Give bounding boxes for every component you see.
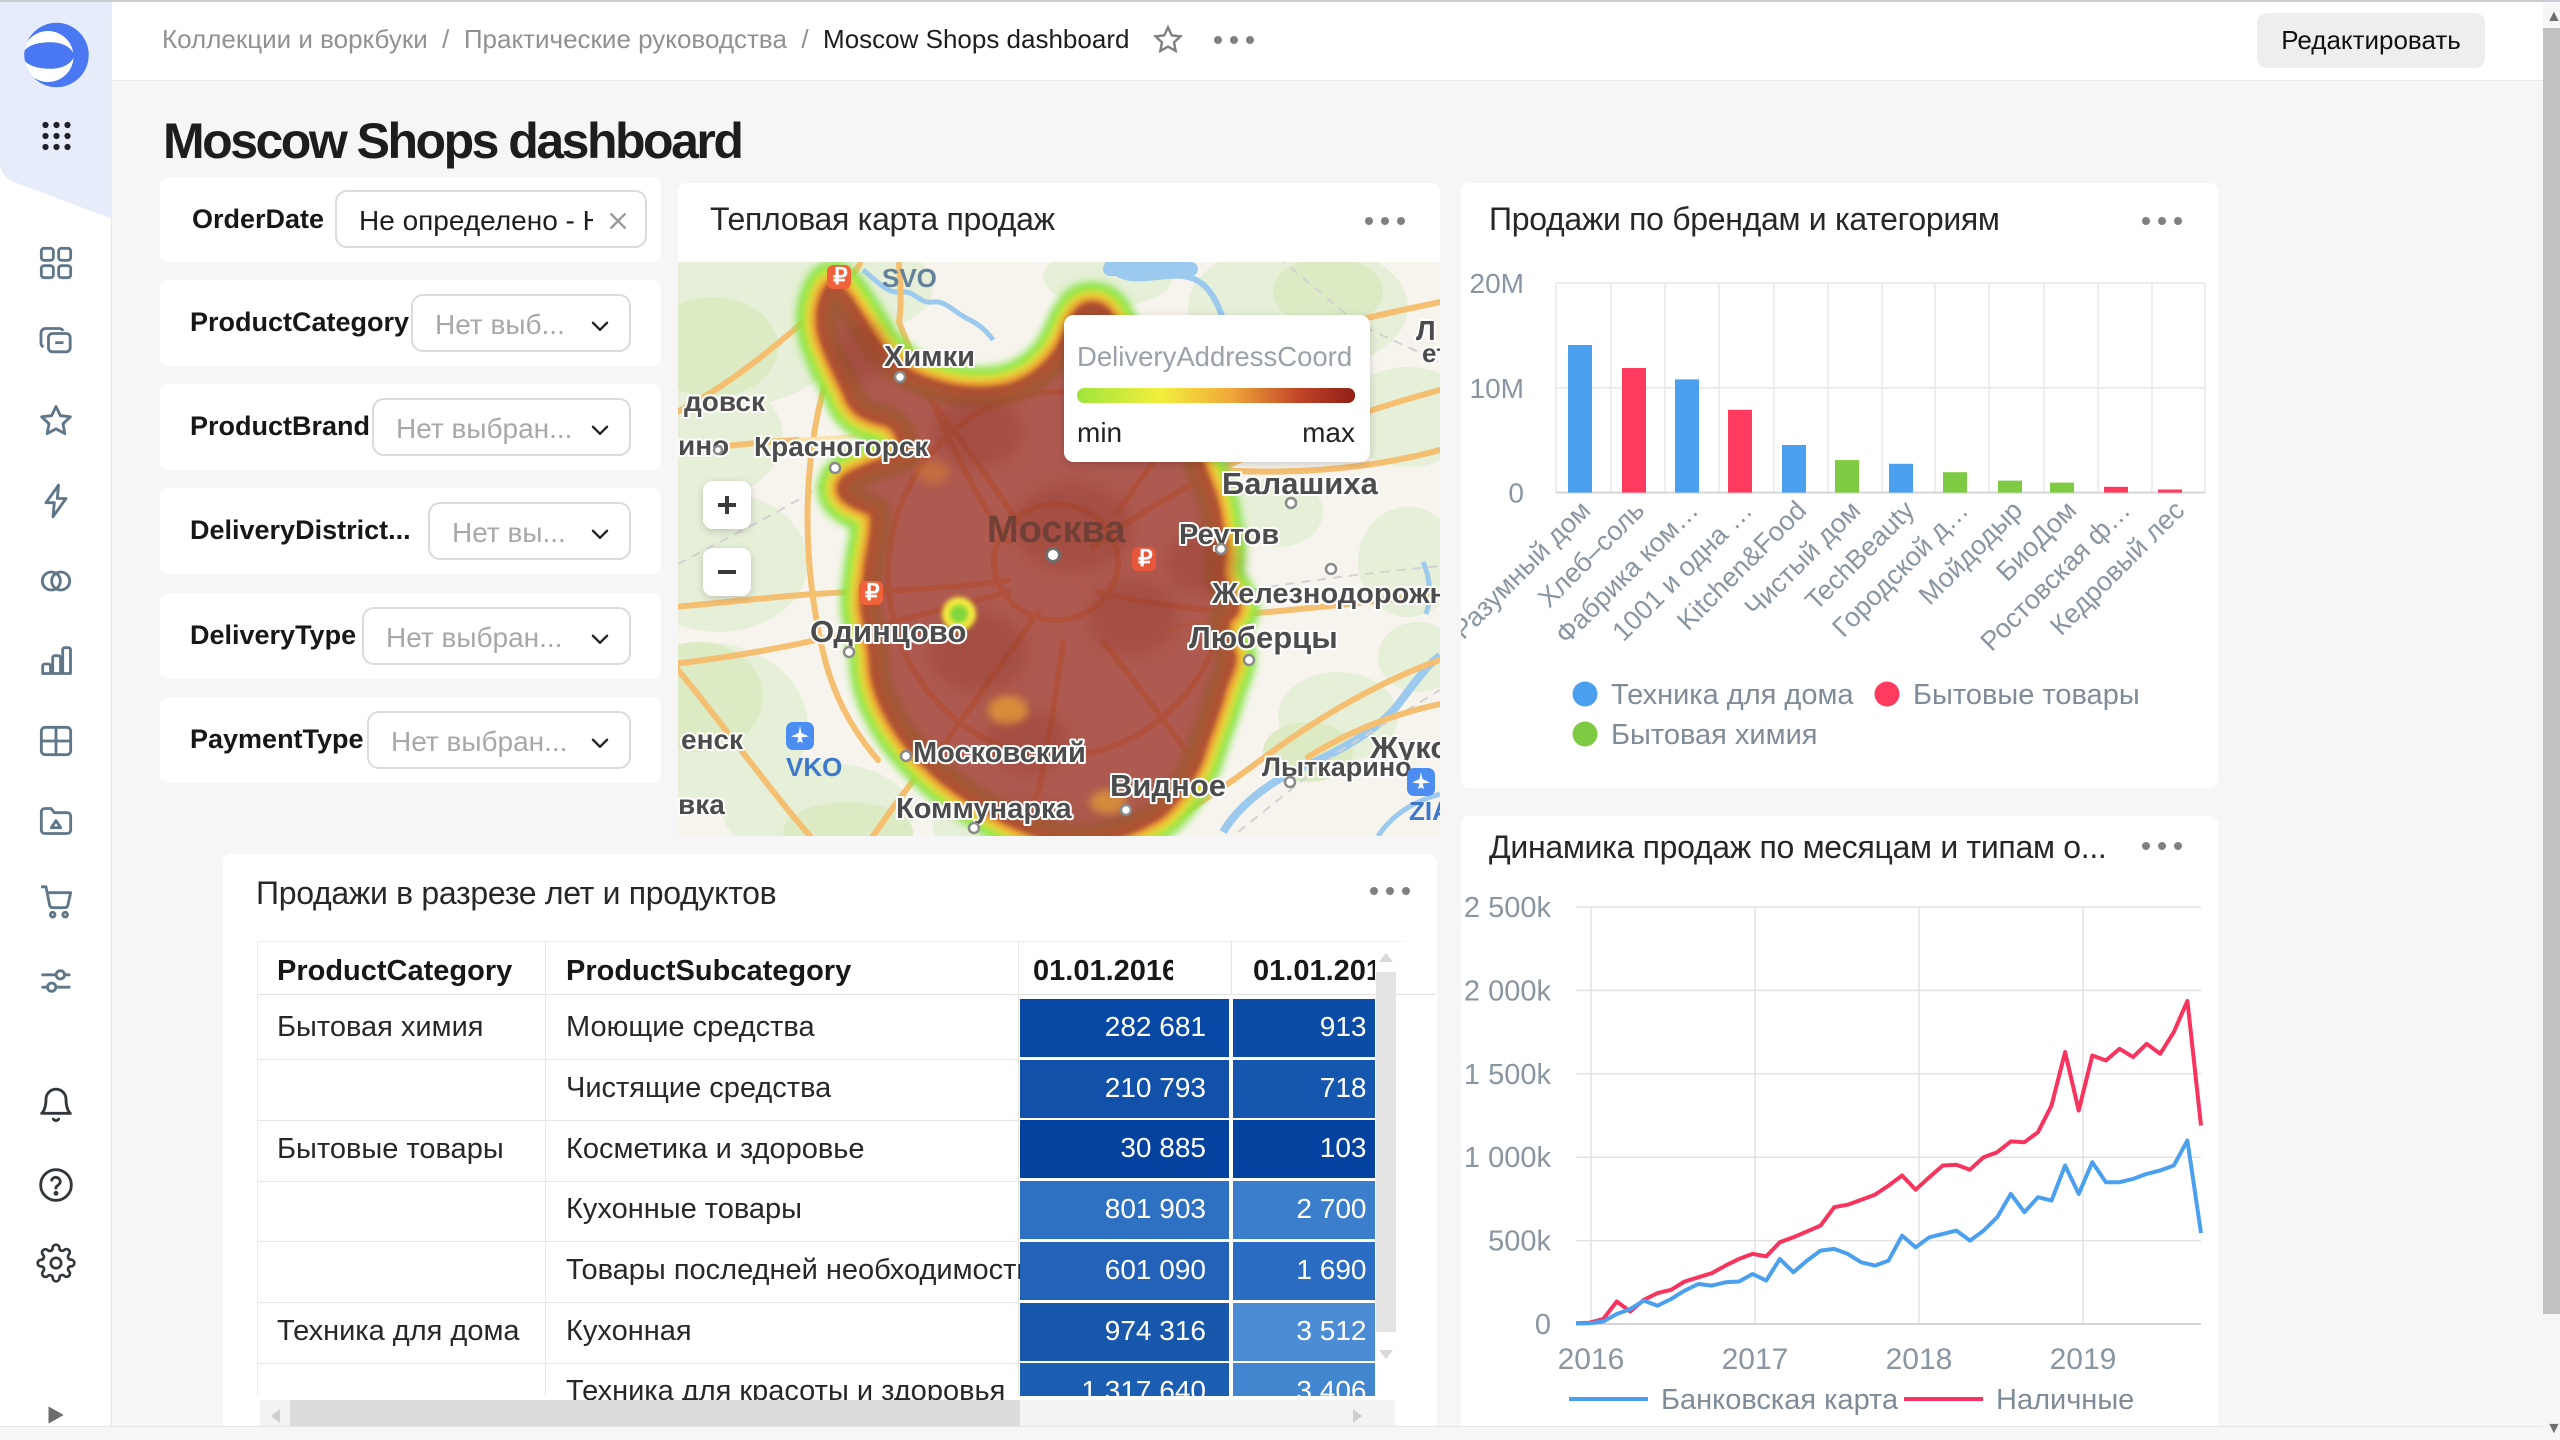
svg-text:вка: вка <box>678 789 725 820</box>
svg-text:2016: 2016 <box>1558 1343 1625 1376</box>
svg-text:довск: довск <box>684 386 766 417</box>
svg-text:Бытовые товары: Бытовые товары <box>1913 679 2140 711</box>
svg-text:ет: ет <box>1422 338 1440 368</box>
svg-text:2018: 2018 <box>1886 1343 1953 1376</box>
svg-text:VKO: VKO <box>786 752 842 782</box>
svg-text:Лыткарино: Лыткарино <box>1262 752 1412 782</box>
svg-text:0: 0 <box>1535 1309 1551 1341</box>
svg-text:Л: Л <box>1416 315 1436 346</box>
svg-text:Железнодорожный: Железнодорожный <box>1211 578 1440 610</box>
svg-text:1 500k: 1 500k <box>1464 1059 1552 1091</box>
svg-text:₽: ₽ <box>833 263 848 289</box>
svg-text:0: 0 <box>1508 478 1524 509</box>
svg-text:Балашиха: Балашиха <box>1222 466 1379 501</box>
svg-text:Московский: Московский <box>913 737 1086 769</box>
svg-text:Одинцово: Одинцово <box>810 614 966 649</box>
svg-text:1 000k: 1 000k <box>1464 1142 1552 1174</box>
svg-text:₽: ₽ <box>865 579 880 605</box>
svg-text:Реутов: Реутов <box>1179 519 1279 551</box>
svg-text:Жуковский: Жуковский <box>1369 730 1440 765</box>
svg-text:SVO: SVO <box>882 263 937 293</box>
svg-text:2 000k: 2 000k <box>1464 975 1552 1007</box>
svg-text:Москва: Москва <box>987 509 1126 551</box>
svg-text:Коммунарка: Коммунарка <box>896 793 1073 825</box>
svg-text:10M: 10M <box>1470 373 1524 404</box>
svg-text:Химки: Химки <box>884 341 975 373</box>
svg-text:DeliveryAddressCoord: DeliveryAddressCoord <box>1077 341 1352 372</box>
svg-text:20M: 20M <box>1470 268 1524 299</box>
svg-text:2017: 2017 <box>1722 1343 1789 1376</box>
svg-text:2019: 2019 <box>2050 1343 2117 1376</box>
svg-text:Бытовая химия: Бытовая химия <box>1611 719 1817 751</box>
svg-text:ZIA: ZIA <box>1409 796 1440 826</box>
svg-text:Техника для дома: Техника для дома <box>1611 679 1854 711</box>
svg-text:Видное: Видное <box>1110 768 1226 803</box>
svg-text:Наличные: Наличные <box>1996 1384 2134 1416</box>
svg-text:ино: ино <box>678 430 729 461</box>
svg-text:₽: ₽ <box>1138 545 1153 571</box>
svg-text:Люберцы: Люберцы <box>1189 620 1338 655</box>
svg-text:max: max <box>1302 417 1355 448</box>
svg-text:Красногорск: Красногорск <box>754 431 929 462</box>
svg-text:енск: енск <box>681 724 744 755</box>
svg-text:min: min <box>1077 417 1122 448</box>
svg-text:500k: 500k <box>1488 1226 1551 1258</box>
svg-text:Банковская карта: Банковская карта <box>1661 1384 1899 1416</box>
svg-text:2 500k: 2 500k <box>1464 892 1552 924</box>
